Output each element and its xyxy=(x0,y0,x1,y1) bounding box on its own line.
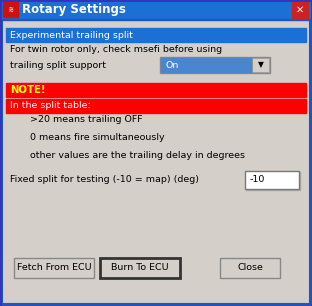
Bar xyxy=(161,58,252,72)
Text: 0 means fire simultaneously: 0 means fire simultaneously xyxy=(30,133,165,143)
Text: For twin rotor only, check msefi before using: For twin rotor only, check msefi before … xyxy=(10,46,222,54)
Bar xyxy=(160,57,270,73)
Text: Fixed split for testing (-10 = map) (deg): Fixed split for testing (-10 = map) (deg… xyxy=(10,176,199,185)
Bar xyxy=(14,258,94,278)
Bar xyxy=(220,258,280,278)
Text: -10: -10 xyxy=(250,176,266,185)
Text: NOTE!: NOTE! xyxy=(10,85,46,95)
Bar xyxy=(292,2,308,18)
Bar xyxy=(252,58,269,72)
Bar xyxy=(245,171,299,189)
Text: Fetch From ECU: Fetch From ECU xyxy=(17,263,91,273)
Text: Burn To ECU: Burn To ECU xyxy=(111,263,169,273)
Text: >20 means trailing OFF: >20 means trailing OFF xyxy=(30,115,143,125)
Text: ≋: ≋ xyxy=(8,5,13,14)
Text: In the split table:: In the split table: xyxy=(10,102,91,110)
Text: ✕: ✕ xyxy=(296,5,304,15)
Text: Rotary Settings: Rotary Settings xyxy=(22,3,126,17)
Bar xyxy=(100,258,180,278)
Text: Close: Close xyxy=(237,263,263,273)
Bar xyxy=(6,99,306,113)
Text: trailing split support: trailing split support xyxy=(10,61,106,69)
Text: Experimental trailing split: Experimental trailing split xyxy=(10,31,133,39)
Text: On: On xyxy=(165,61,178,69)
Bar xyxy=(246,172,300,190)
Bar xyxy=(6,28,306,42)
Text: ▼: ▼ xyxy=(258,61,264,69)
Text: other values are the trailing delay in degrees: other values are the trailing delay in d… xyxy=(30,151,245,161)
Bar xyxy=(3,2,18,17)
Bar xyxy=(0,0,312,20)
Bar xyxy=(6,83,306,97)
